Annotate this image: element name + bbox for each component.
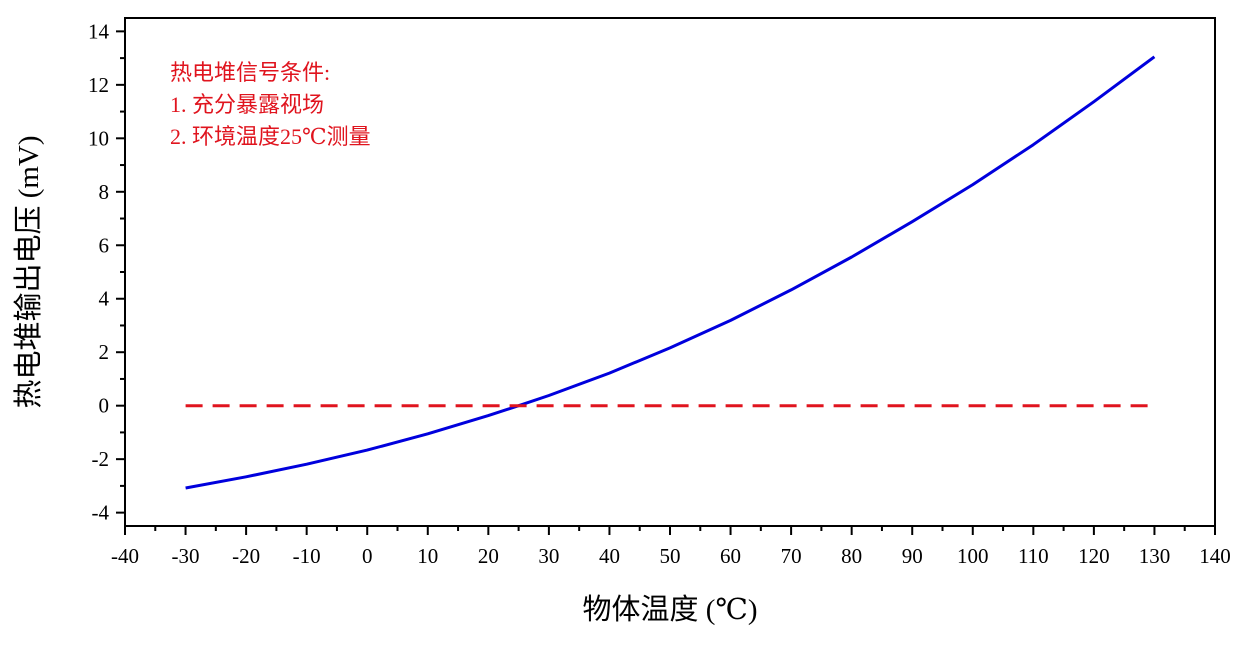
x-tick-label: 40: [599, 544, 620, 568]
annotation-block: 热电堆信号条件: 1. 充分暴露视场 2. 环境温度25℃测量: [170, 60, 371, 149]
y-tick-label: 4: [99, 287, 110, 311]
y-tick-label: 8: [99, 180, 110, 204]
y-tick-label: 12: [88, 73, 109, 97]
y-tick-label: 10: [88, 126, 109, 150]
x-tick-label: 0: [362, 544, 373, 568]
axis-ticks: [116, 30, 1216, 535]
tick-labels: -40 -30 -20 -10 0 10 20 30 40 50 60 70 80 90 100 110 120…: [88, 19, 1231, 568]
x-axis-title: 物体温度 (℃): [582, 593, 757, 626]
x-tick-label: 130: [1139, 544, 1171, 568]
y-tick-label: 0: [99, 394, 110, 418]
plot-frame: [124, 17, 1216, 527]
y-tick-label: -2: [92, 447, 110, 471]
x-tick-label: 100: [957, 544, 989, 568]
x-tick-label: 20: [478, 544, 499, 568]
annotation-line-3: 2. 环境温度25℃测量: [170, 124, 371, 149]
x-tick-label: -30: [172, 544, 200, 568]
x-tick-label: -10: [293, 544, 321, 568]
x-tick-label: 120: [1078, 544, 1110, 568]
x-tick-label: 140: [1199, 544, 1231, 568]
x-tick-label: -40: [111, 544, 139, 568]
y-tick-label: -4: [92, 501, 110, 525]
y-tick-label: 14: [88, 19, 110, 43]
x-tick-label: 60: [720, 544, 741, 568]
y-axis-title: 热电堆输出电压 (mV): [12, 135, 45, 408]
annotation-line-1: 热电堆信号条件:: [170, 60, 330, 85]
x-tick-label: 80: [841, 544, 862, 568]
x-tick-label: -20: [232, 544, 260, 568]
x-tick-label: 70: [781, 544, 802, 568]
y-tick-label: 2: [99, 340, 110, 364]
annotation-line-2: 1. 充分暴露视场: [170, 92, 324, 117]
y-tick-label: 6: [99, 233, 110, 257]
x-tick-label: 50: [660, 544, 681, 568]
x-tick-label: 10: [417, 544, 438, 568]
series-layer: [185, 55, 1156, 490]
x-tick-label: 30: [538, 544, 559, 568]
x-tick-label: 90: [902, 544, 923, 568]
x-tick-label: 110: [1018, 544, 1049, 568]
voltage-curve: [185, 55, 1156, 490]
